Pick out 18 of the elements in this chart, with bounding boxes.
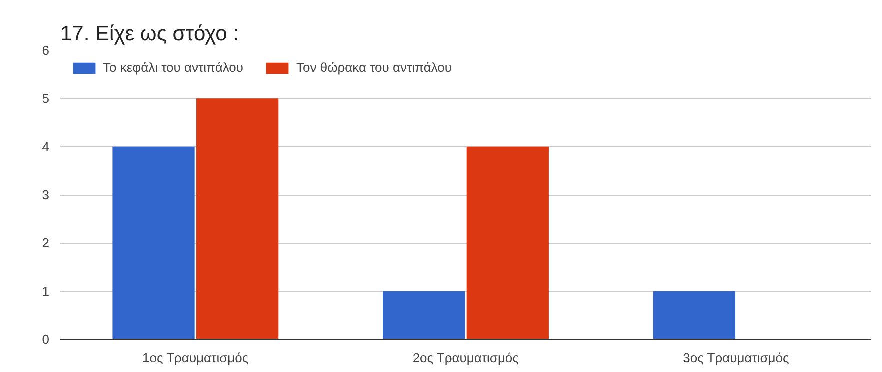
y-tick-label: 6 [42, 43, 50, 58]
bar [383, 291, 466, 340]
x-tick-label: 3ος Τραυματισμός [683, 350, 790, 366]
x-tick-label: 1ος Τραυματισμός [142, 350, 249, 366]
legend-label: Τον θώρακα του αντιπάλου [296, 60, 452, 75]
y-tick-label: 2 [42, 236, 50, 251]
x-tick-label: 2ος Τραυματισμός [412, 350, 519, 366]
bar [112, 146, 195, 340]
y-tick-label: 4 [42, 139, 50, 154]
legend-label: Το κεφάλι του αντιπάλου [103, 60, 244, 75]
y-tick-label: 0 [42, 332, 50, 347]
y-tick-label: 1 [42, 284, 50, 299]
bar [466, 146, 549, 340]
chart-title: 17. Είχε ως στόχο : [60, 22, 239, 46]
bar [196, 98, 279, 340]
y-tick-label: 5 [42, 91, 50, 106]
bar [653, 291, 736, 340]
y-tick-label: 3 [42, 188, 50, 202]
